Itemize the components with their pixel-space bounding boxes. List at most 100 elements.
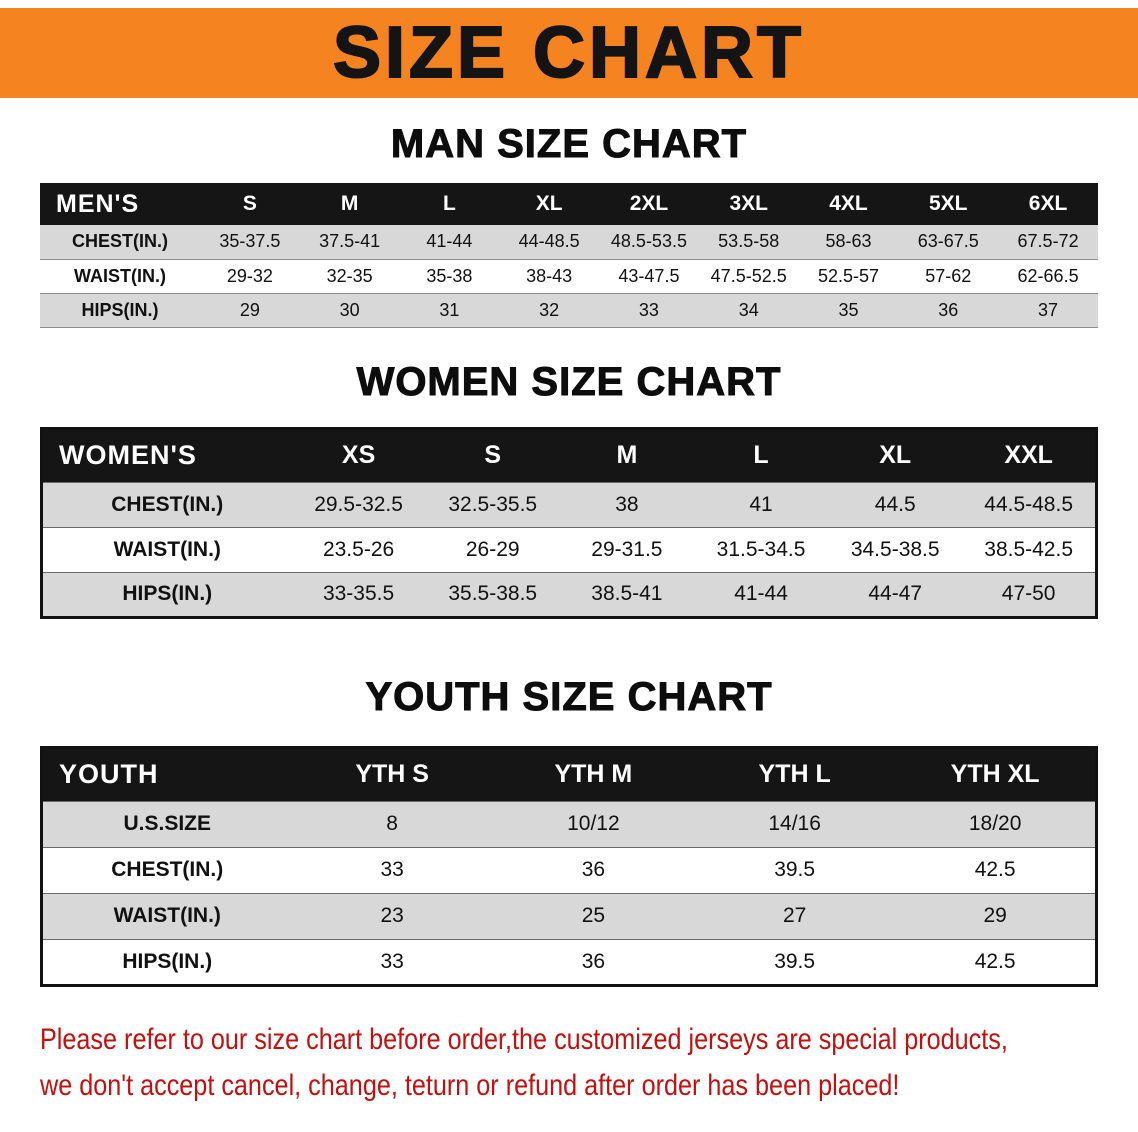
measurement-label: HIPS(IN.) bbox=[122, 582, 213, 605]
footer-note-line2: we don't accept cancel, change, teturn o… bbox=[40, 1068, 900, 1102]
measurement-label: WAIST(IN.) bbox=[113, 904, 221, 927]
measurement-value: 47.5-52.5 bbox=[710, 265, 787, 286]
measurement-label: CHEST(IN.) bbox=[111, 858, 224, 881]
footer-note: Please refer to our size chart before or… bbox=[40, 1017, 1138, 1109]
size-column-header: YTH S bbox=[291, 747, 493, 801]
measurement-value: 35-37.5 bbox=[219, 231, 281, 252]
measurement-row: WAIST(IN.) 23.5-26 26-29 29-31.5 31.5-34.5 34… bbox=[41, 527, 1097, 572]
measurement-row: HIPS(IN.) 33-35.5 35.5-38.5 38.5-41 41-44 44-… bbox=[41, 572, 1097, 617]
measurement-value: 29-31.5 bbox=[591, 537, 663, 561]
measurement-value: 33-35.5 bbox=[322, 582, 395, 605]
banner: SIZE CHART bbox=[0, 8, 1138, 98]
measurement-label: CHEST(IN.) bbox=[72, 231, 168, 252]
youth-size-table: YOUTH YTH S YTH M YTH L YTH XL U.S.SIZE 8 10/12… bbox=[40, 745, 1098, 987]
measurement-value: 35-38 bbox=[426, 265, 473, 286]
measurement-value: 26-29 bbox=[465, 537, 520, 561]
measurement-value: 38-43 bbox=[526, 265, 573, 286]
women-section-heading: WOMEN SIZE CHART bbox=[356, 359, 782, 404]
size-column-header: 4XL bbox=[798, 183, 899, 225]
footer-note-line1: Please refer to our size chart before or… bbox=[40, 1022, 1008, 1056]
measurement-label: WAIST(IN.) bbox=[113, 537, 221, 561]
measurement-value: 32-35 bbox=[326, 265, 373, 286]
table-header-row: MEN'S S M L XL 2XL 3XL 4XL 5XL 6XL bbox=[40, 183, 1098, 225]
measurement-value: 32.5-35.5 bbox=[448, 492, 538, 516]
size-column-header: L bbox=[399, 183, 500, 225]
measurement-value: 62-66.5 bbox=[1017, 265, 1079, 286]
women-size-table: WOMEN'S XS S M L XL XXL CHEST(IN.) 29.5-32.5 32.5… bbox=[40, 426, 1098, 619]
man-section-heading: MAN SIZE CHART bbox=[390, 122, 748, 167]
measurement-value: 38 bbox=[615, 492, 639, 516]
measurement-value: 29-32 bbox=[226, 265, 273, 286]
size-column-header: M bbox=[559, 428, 694, 482]
measurement-value: 34.5-38.5 bbox=[850, 537, 940, 561]
measurement-value: 57-62 bbox=[925, 265, 972, 286]
measurement-value: 29 bbox=[983, 904, 1007, 927]
measurement-value: 27 bbox=[782, 904, 807, 927]
youth-section-heading: YOUTH SIZE CHART bbox=[365, 674, 773, 719]
size-column-header: L bbox=[693, 428, 829, 482]
measurement-value: 53.5-58 bbox=[718, 231, 780, 252]
measurement-row: WAIST(IN.) 29-32 32-35 35-38 38-43 43-47.5 47.… bbox=[40, 259, 1098, 293]
measurement-value: 47-50 bbox=[1001, 582, 1056, 605]
measurement-value: 32 bbox=[539, 299, 560, 320]
measurement-row: HIPS(IN.) 29 30 31 32 33 34 35 36 37 bbox=[40, 293, 1098, 327]
table-name-cell: MEN'S bbox=[40, 183, 200, 225]
measurement-label: U.S.SIZE bbox=[123, 812, 212, 835]
measurement-value: 58-63 bbox=[825, 231, 872, 252]
measurement-value: 31 bbox=[439, 299, 460, 320]
measurement-row: CHEST(IN.) 29.5-32.5 32.5-35.5 38 41 44.5 44.5… bbox=[41, 482, 1097, 527]
size-column-header: 3XL bbox=[698, 183, 799, 225]
youth-size-section: YOUTH SIZE CHART YOUTH YTH S YTH M YTH L YTH… bbox=[0, 674, 1138, 987]
measurement-value: 39.5 bbox=[774, 949, 816, 973]
measurement-row: HIPS(IN.) 33 36 39.5 42.5 bbox=[41, 939, 1097, 985]
measurement-value: 63-67.5 bbox=[917, 231, 979, 252]
measurement-value: 33 bbox=[380, 949, 404, 973]
measurement-value: 18/20 bbox=[968, 812, 1022, 835]
size-column-header: XL bbox=[828, 428, 963, 482]
man-size-section: MAN SIZE CHART MEN'S S M L XL 2XL 3XL 4XL 5XL 6XL… bbox=[0, 122, 1138, 328]
table-name-cell: WOMEN'S bbox=[41, 428, 292, 482]
measurement-label: CHEST(IN.) bbox=[111, 492, 224, 516]
measurement-value: 33 bbox=[638, 299, 659, 320]
measurement-value: 43-47.5 bbox=[618, 265, 680, 286]
size-column-header: 2XL bbox=[599, 183, 699, 225]
measurement-value: 34 bbox=[738, 299, 759, 320]
measurement-value: 25 bbox=[581, 904, 606, 927]
size-column-header: YTH XL bbox=[895, 747, 1097, 801]
measurement-value: 23.5-26 bbox=[322, 537, 395, 561]
measurement-value: 36 bbox=[581, 858, 606, 881]
table-header-row: WOMEN'S XS S M L XL XXL bbox=[41, 428, 1097, 482]
measurement-row: CHEST(IN.) 33 36 39.5 42.5 bbox=[41, 847, 1097, 893]
measurement-value: 14/16 bbox=[768, 812, 821, 835]
measurement-label: HIPS(IN.) bbox=[122, 949, 213, 973]
measurement-value: 36 bbox=[581, 949, 606, 973]
measurement-value: 35 bbox=[838, 299, 859, 320]
measurement-value: 39.5 bbox=[774, 858, 816, 881]
women-size-section: WOMEN SIZE CHART WOMEN'S XS S M L XL XXL CHEST(… bbox=[0, 359, 1138, 619]
measurement-label: WAIST(IN.) bbox=[74, 265, 166, 286]
measurement-value: 42.5 bbox=[974, 858, 1016, 881]
measurement-value: 36 bbox=[938, 299, 959, 320]
measurement-value: 23 bbox=[380, 904, 404, 927]
measurement-value: 44.5-48.5 bbox=[984, 492, 1074, 516]
measurement-value: 10/12 bbox=[567, 812, 620, 835]
measurement-value: 29.5-32.5 bbox=[314, 492, 403, 516]
table-header-row: YOUTH YTH S YTH M YTH L YTH XL bbox=[41, 747, 1097, 801]
measurement-value: 42.5 bbox=[974, 949, 1016, 973]
men-size-table: MEN'S S M L XL 2XL 3XL 4XL 5XL 6XL CHEST(IN.) 35-37… bbox=[40, 183, 1098, 328]
measurement-value: 35.5-38.5 bbox=[448, 582, 538, 605]
size-column-header: YTH L bbox=[694, 747, 896, 801]
measurement-value: 44.5 bbox=[874, 492, 916, 516]
measurement-value: 38.5-42.5 bbox=[984, 537, 1074, 561]
measurement-value: 41-44 bbox=[734, 582, 788, 605]
measurement-value: 41 bbox=[749, 492, 773, 516]
measurement-row: U.S.SIZE 8 10/12 14/16 18/20 bbox=[41, 801, 1097, 847]
measurement-value: 67.5-72 bbox=[1017, 231, 1079, 252]
measurement-value: 37 bbox=[1038, 299, 1059, 320]
size-column-header: XS bbox=[291, 428, 426, 482]
measurement-value: 31.5-34.5 bbox=[716, 537, 806, 561]
measurement-row: CHEST(IN.) 35-37.5 37.5-41 41-44 44-48.5 48.5… bbox=[40, 225, 1098, 259]
measurement-value: 38.5-41 bbox=[591, 582, 663, 605]
measurement-value: 52.5-57 bbox=[817, 265, 879, 286]
size-column-header: S bbox=[425, 428, 560, 482]
